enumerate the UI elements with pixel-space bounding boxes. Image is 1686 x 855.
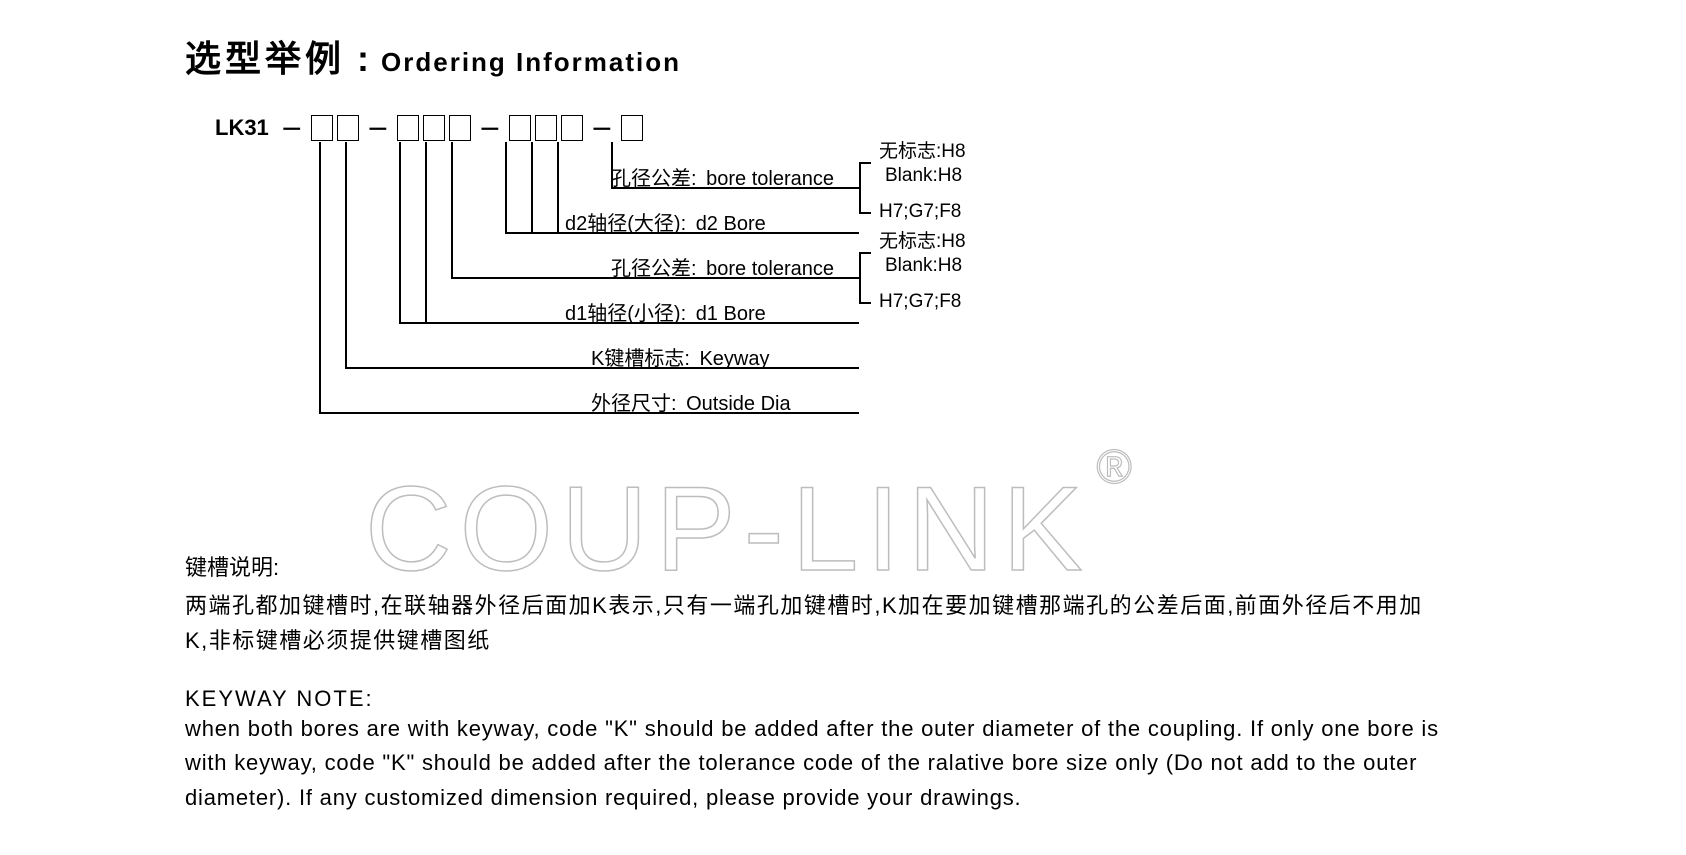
box-g1-2 xyxy=(337,115,359,141)
dash-3: － xyxy=(479,112,501,144)
row2-en: d2 Bore xyxy=(696,213,766,235)
label-row-6: 外径尺寸: Outside Dia xyxy=(591,387,791,416)
note-title-en: KEYWAY NOTE: xyxy=(185,686,1445,712)
row1-cn: 孔径公差: xyxy=(611,168,697,190)
box-g3-3 xyxy=(561,115,583,141)
bk1-bot xyxy=(859,212,871,214)
note-title-cn: 键槽说明: xyxy=(185,550,1445,582)
row3-cn: 孔径公差: xyxy=(611,258,697,280)
side1-l2: Blank:H8 xyxy=(885,164,962,189)
label-row-4: d1轴径(小径): d1 Bore xyxy=(565,297,766,326)
side1-l3: H7;G7;F8 xyxy=(879,200,961,225)
box-g2-2 xyxy=(423,115,445,141)
title: 选型举例 : Ordering Information xyxy=(185,30,1535,82)
bk2-bot xyxy=(859,302,871,304)
label-row-5: K键槽标志: Keyway xyxy=(591,342,770,371)
label-row-2: d2轴径(大径): d2 Bore xyxy=(565,207,766,236)
title-colon: : xyxy=(357,38,369,80)
dash-2: － xyxy=(367,112,389,144)
box-g2-3 xyxy=(449,115,471,141)
row6-en: Outside Dia xyxy=(686,393,791,415)
row4-en: d1 Bore xyxy=(696,303,766,325)
side2-l1: 无标志:H8 xyxy=(879,230,966,255)
row5-cn: K键槽标志: xyxy=(591,348,690,370)
row1-en: bore tolerance xyxy=(706,168,834,190)
notes: 键槽说明: 两端孔都加键槽时,在联轴器外径后面加K表示,只有一端孔加键槽时,K加… xyxy=(185,550,1445,815)
lead-v-2a xyxy=(505,142,507,232)
box-g1-1 xyxy=(311,115,333,141)
row2-cn: d2轴径(大径): xyxy=(565,213,686,235)
box-g4-1 xyxy=(621,115,643,141)
row5-en: Keyway xyxy=(699,348,769,370)
lead-v-5 xyxy=(345,142,347,367)
title-en: Ordering Information xyxy=(381,47,681,78)
note-body-en: when both bores are with keyway, code "K… xyxy=(185,712,1445,814)
lead-v-4a xyxy=(399,142,401,322)
title-cn: 选型举例 xyxy=(185,30,345,82)
bk1-top xyxy=(859,162,871,164)
bk1-v xyxy=(859,162,861,212)
code-line: LK31 － － － － xyxy=(215,112,645,144)
bk2-v xyxy=(859,252,861,302)
side2-l2: Blank:H8 xyxy=(885,254,962,279)
row4-cn: d1轴径(小径): xyxy=(565,303,686,325)
watermark-reg: ® xyxy=(1096,441,1139,494)
row3-en: bore tolerance xyxy=(706,258,834,280)
label-row-3: 孔径公差: bore tolerance xyxy=(611,252,834,281)
box-g2-1 xyxy=(397,115,419,141)
box-g3-1 xyxy=(509,115,531,141)
lead-v-2c xyxy=(557,142,559,232)
box-g3-2 xyxy=(535,115,557,141)
side2-l3: H7;G7;F8 xyxy=(879,290,961,315)
lead-v-6 xyxy=(319,142,321,412)
dash-1: － xyxy=(281,112,303,144)
code-prefix: LK31 xyxy=(215,115,269,141)
lead-v-4b xyxy=(425,142,427,322)
label-row-1: 孔径公差: bore tolerance xyxy=(611,162,834,191)
lead-v-2b xyxy=(531,142,533,232)
ordering-diagram: LK31 － － － － 孔径公差: bore tolerance xyxy=(185,112,1535,482)
side1-l1: 无标志:H8 xyxy=(879,140,966,165)
note-body-cn: 两端孔都加键槽时,在联轴器外径后面加K表示,只有一端孔加键槽时,K加在要加键槽那… xyxy=(185,588,1445,658)
dash-4: － xyxy=(591,112,613,144)
row6-cn: 外径尺寸: xyxy=(591,393,677,415)
lead-v-3 xyxy=(451,142,453,277)
bk2-top xyxy=(859,252,871,254)
